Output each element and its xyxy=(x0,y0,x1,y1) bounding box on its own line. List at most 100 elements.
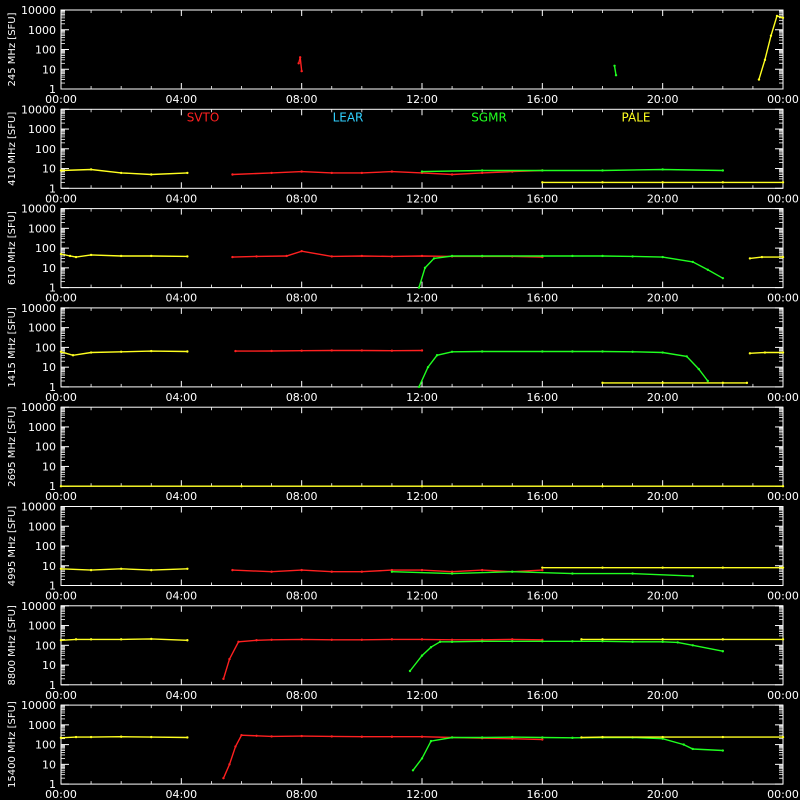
data-point xyxy=(571,640,574,643)
data-point xyxy=(360,570,364,573)
series-line-sgmr xyxy=(613,65,617,76)
data-point xyxy=(438,640,442,644)
data-point xyxy=(541,566,544,569)
series-line-pale xyxy=(60,253,188,258)
data-point xyxy=(631,350,634,353)
data-point xyxy=(571,350,574,353)
y-tick-label: 10 xyxy=(42,163,56,176)
y-tick-label: 10000 xyxy=(21,699,56,712)
data-point xyxy=(360,254,364,258)
data-point xyxy=(601,181,604,184)
data-point xyxy=(541,568,544,572)
y-tick-label: 100 xyxy=(35,739,56,752)
data-point xyxy=(222,776,225,780)
x-tick-label: 12:00 xyxy=(406,391,438,404)
x-tick-label: 00:00 xyxy=(767,93,799,106)
data-point xyxy=(360,171,364,175)
data-point xyxy=(150,568,153,572)
data-point xyxy=(571,736,574,740)
y-axis-label: 15400 MHz [SFU] xyxy=(7,701,18,788)
legend-entry-lear: LEAR xyxy=(333,110,364,124)
x-tick-label: 16:00 xyxy=(526,590,558,603)
data-point xyxy=(721,181,725,184)
data-point xyxy=(601,254,604,258)
data-point xyxy=(390,349,394,352)
data-point xyxy=(480,568,484,572)
y-tick-label: 10000 xyxy=(21,600,56,613)
data-point xyxy=(781,351,785,354)
series-line-svto xyxy=(235,349,423,352)
data-point xyxy=(390,735,394,738)
data-point xyxy=(435,354,439,357)
data-point xyxy=(420,349,424,352)
data-point xyxy=(237,640,240,644)
data-point xyxy=(408,669,412,673)
data-point xyxy=(571,254,574,258)
x-tick-label: 04:00 xyxy=(165,93,197,106)
data-point xyxy=(330,570,333,573)
data-point xyxy=(697,367,700,371)
data-point xyxy=(270,735,273,738)
series-line-sgmr xyxy=(412,736,723,771)
y-tick-label: 10 xyxy=(42,460,56,473)
data-point xyxy=(706,268,709,271)
y-tick-label: 1 xyxy=(49,282,56,295)
data-point xyxy=(685,355,688,358)
data-point xyxy=(59,485,63,488)
data-point xyxy=(426,365,430,369)
data-point xyxy=(450,254,454,258)
data-point xyxy=(781,255,785,259)
x-tick-label: 00:00 xyxy=(45,93,77,106)
panel-2: 1 10 100 1000 10000 00:00 04:00 08:00 12:00 16:00… xyxy=(7,103,799,205)
y-tick-label: 1 xyxy=(49,83,56,96)
data-point xyxy=(222,677,225,681)
data-point xyxy=(417,286,421,289)
x-tick-label: 00:00 xyxy=(767,490,799,503)
y-tick-label: 1 xyxy=(49,679,56,692)
y-tick-label: 10 xyxy=(42,63,56,76)
x-tick-label: 04:00 xyxy=(165,490,197,503)
y-axis-label: 2695 MHz [SFU] xyxy=(7,406,18,487)
y-tick-label: 10000 xyxy=(21,501,56,514)
data-point xyxy=(614,73,618,77)
x-tick-label: 08:00 xyxy=(286,689,318,702)
data-point xyxy=(417,385,421,389)
data-point xyxy=(429,646,433,649)
data-point xyxy=(781,485,785,488)
data-point xyxy=(255,255,258,258)
series-line-svto xyxy=(222,734,543,779)
data-point xyxy=(631,572,634,575)
data-point xyxy=(661,255,664,259)
data-point xyxy=(601,640,604,643)
x-tick-label: 20:00 xyxy=(647,788,679,800)
data-point xyxy=(480,640,484,643)
x-tick-label: 08:00 xyxy=(286,788,318,800)
series-line-pale xyxy=(60,735,188,739)
x-tick-label: 04:00 xyxy=(165,391,197,404)
y-tick-label: 100 xyxy=(35,441,56,454)
x-tick-label: 00:00 xyxy=(767,391,799,404)
data-point xyxy=(661,640,664,644)
panel-frame xyxy=(60,605,784,686)
data-point xyxy=(240,733,243,737)
data-point xyxy=(297,62,300,65)
series-line-pale xyxy=(60,350,188,357)
data-point xyxy=(411,769,415,772)
y-tick-label: 100 xyxy=(35,143,56,156)
data-point xyxy=(74,255,78,259)
x-tick-label: 12:00 xyxy=(406,590,438,603)
x-tick-label: 08:00 xyxy=(286,192,318,205)
data-point xyxy=(450,173,454,176)
data-point xyxy=(775,14,779,18)
x-tick-label: 08:00 xyxy=(286,391,318,404)
data-point xyxy=(541,254,544,258)
data-point xyxy=(721,650,725,653)
data-point xyxy=(186,736,189,739)
panel-6: 1 10 100 1000 10000 00:00 04:00 08:00 12:00 16:00… xyxy=(7,501,799,603)
y-tick-label: 100 xyxy=(35,639,56,652)
data-point xyxy=(231,568,234,572)
data-point xyxy=(480,169,484,172)
data-point xyxy=(59,567,63,571)
x-tick-label: 20:00 xyxy=(647,292,679,305)
x-tick-label: 00:00 xyxy=(45,391,77,404)
